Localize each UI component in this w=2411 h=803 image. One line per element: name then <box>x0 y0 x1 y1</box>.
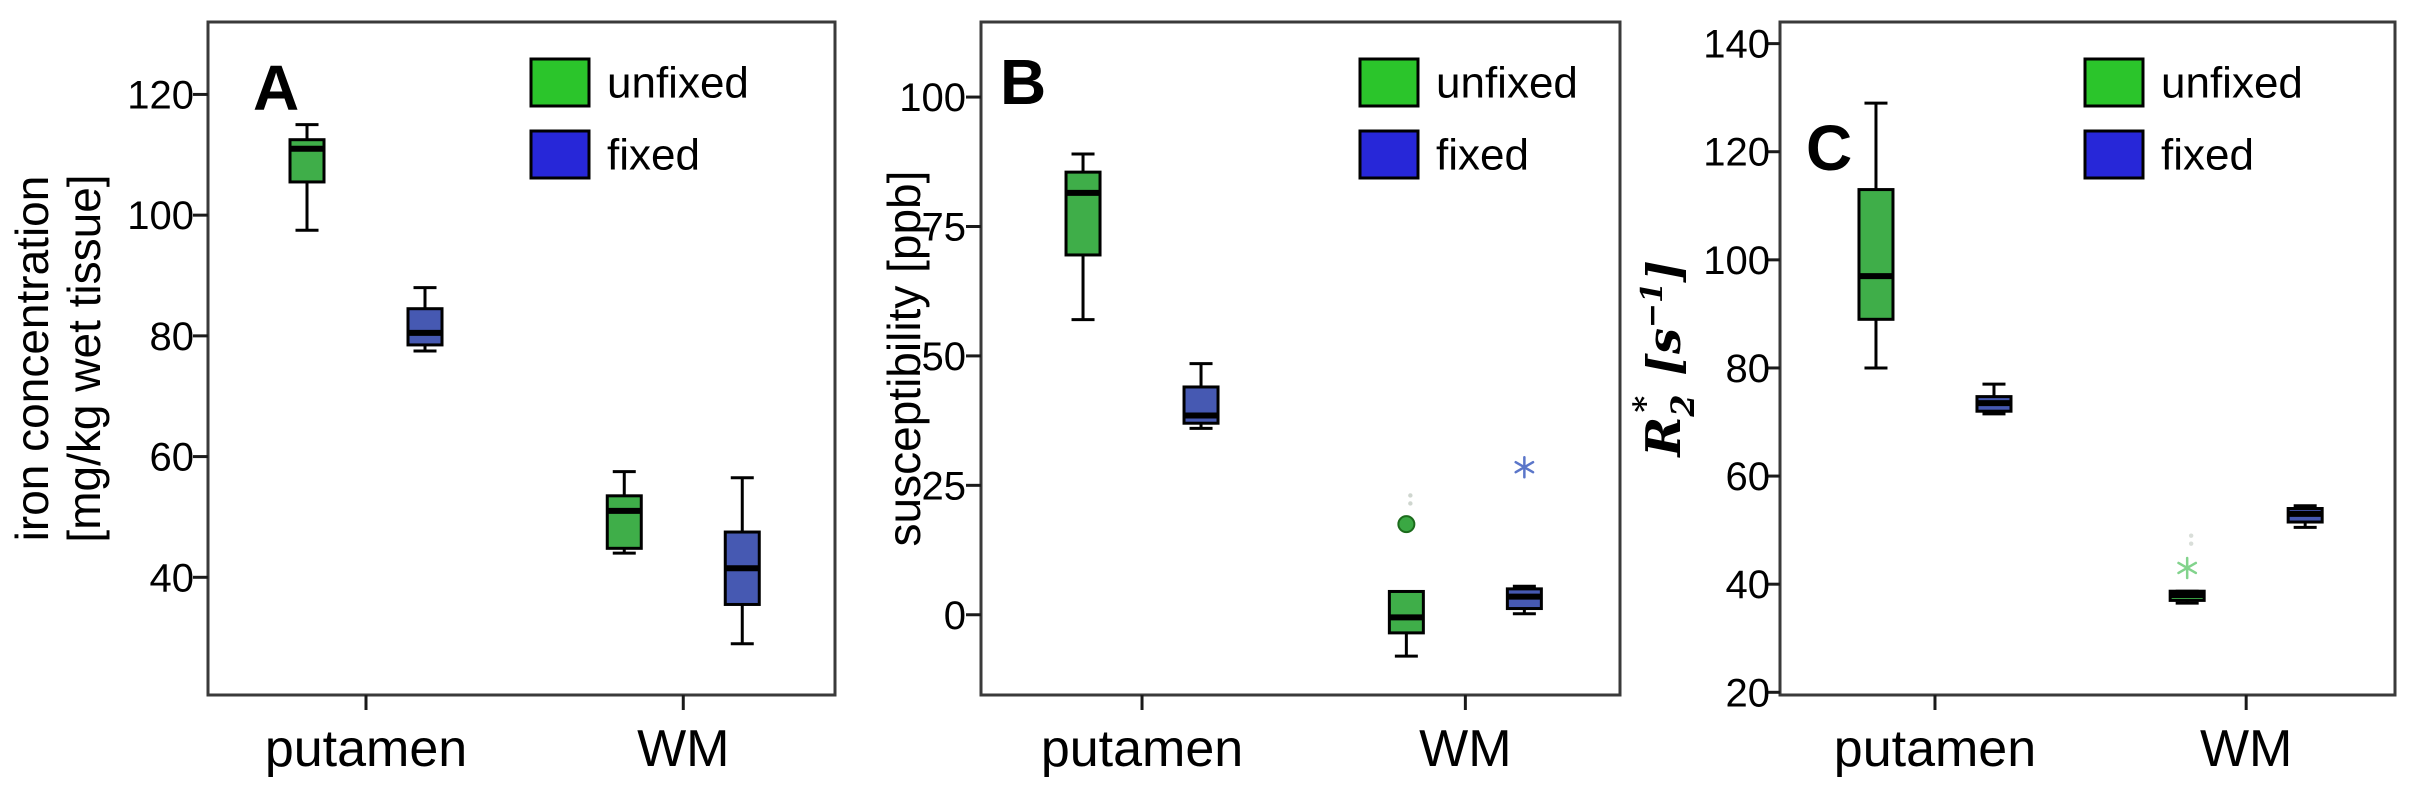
x-category-label: putamen <box>1041 720 1243 778</box>
panel-letter: B <box>1000 46 1046 118</box>
y-tick-label: 0 <box>944 594 966 638</box>
faint-outlier-mark <box>1408 501 1413 506</box>
legend-label-unfixed: unfixed <box>2161 59 2303 108</box>
y-tick-label: 60 <box>1726 455 1771 499</box>
iqr-box <box>1387 589 1425 635</box>
star-spoke <box>1514 460 1535 474</box>
legend-swatch-fixed <box>529 129 591 180</box>
y-tick-label: 100 <box>899 76 966 120</box>
y-tick-label: 120 <box>1703 131 1770 175</box>
y-tick-label: 60 <box>150 436 195 480</box>
x-category-label: putamen <box>1834 720 2036 778</box>
legend-label-fixed: fixed <box>2161 131 2254 180</box>
box-WM-fixed <box>2286 504 2324 529</box>
panel-letter: A <box>253 52 299 124</box>
x-category-label: WM <box>1419 720 1511 778</box>
y-tick-label: 20 <box>1726 671 1771 715</box>
y-tick-label: 140 <box>1703 23 1770 67</box>
box-putamen-fixed <box>1975 382 2013 416</box>
legend-swatch-fixed <box>2083 129 2145 180</box>
y-tick-label: 100 <box>1703 239 1770 283</box>
x-category-label: putamen <box>265 720 467 778</box>
legend-swatch-unfixed <box>1358 57 1420 108</box>
panel-A-frame <box>206 20 837 697</box>
y-tick-label: 40 <box>150 556 195 600</box>
iqr-box <box>406 307 444 347</box>
iqr-box <box>605 494 643 550</box>
box-WM-fixed <box>1505 584 1543 616</box>
x-category-label: WM <box>2200 720 2292 778</box>
y-axis-label: [mg/kg wet tissue] <box>58 174 110 542</box>
legend-label-unfixed: unfixed <box>607 59 749 108</box>
legend-label-fixed: fixed <box>607 131 700 180</box>
star-spoke <box>2177 561 2198 575</box>
box-putamen-unfixed <box>1857 101 1895 370</box>
legend-swatch-fixed <box>1358 129 1420 180</box>
faint-outlier-mark <box>2188 533 2194 538</box>
iqr-box <box>1857 188 1895 321</box>
y-axis-label: iron concentration <box>6 176 58 542</box>
iqr-box <box>1064 170 1102 257</box>
outlier-star <box>1514 455 1535 479</box>
panel-A: 40 60 80 100 120 putamen WM iron concentration[… <box>6 20 837 778</box>
box-putamen-unfixed <box>1064 152 1102 322</box>
legend-label-unfixed: unfixed <box>1436 59 1578 108</box>
x-category-label: WM <box>637 720 729 778</box>
y-axis-label: susceptibility [ppb] <box>878 171 930 547</box>
legend-label-fixed: fixed <box>1436 131 1529 180</box>
y-tick-label: 80 <box>1726 347 1771 391</box>
y-tick-label: 25 <box>922 464 967 508</box>
panel-C-frame <box>1778 20 2397 697</box>
y-tick-label: 40 <box>1726 563 1771 607</box>
legend-swatch-unfixed <box>529 57 591 108</box>
panel-B: 0 25 50 75 100 putamen WM susceptibility [ppb] B… <box>878 20 1622 778</box>
y-tick-label: 75 <box>922 205 967 249</box>
box-WM-fixed <box>723 476 761 646</box>
box-putamen-unfixed <box>288 123 326 232</box>
box-putamen-fixed <box>406 286 444 353</box>
outlier-star <box>2177 556 2198 580</box>
outlier-circle <box>1397 515 1416 534</box>
y-tick-label: 100 <box>127 194 194 238</box>
box-WM-unfixed <box>2168 589 2206 605</box>
faint-outlier-mark <box>2188 541 2194 546</box>
box-WM-unfixed <box>1387 589 1425 658</box>
panel-C: 20 40 60 80 100 120 140 putamen WM R2* [s−1] Cunfi… <box>1626 20 2397 778</box>
legend-swatch-unfixed <box>2083 57 2145 108</box>
panel-letter: C <box>1806 112 1852 184</box>
y-tick-label: 50 <box>922 335 967 379</box>
panel-B-frame <box>979 20 1622 697</box>
y-axis-label-rich: R2* [s−1] <box>1626 260 1702 458</box>
y-tick-label: 120 <box>127 73 194 117</box>
box-WM-unfixed <box>605 470 643 555</box>
faint-outlier-mark <box>1408 493 1413 498</box>
box-putamen-fixed <box>1182 362 1220 430</box>
y-tick-label: 80 <box>150 315 195 359</box>
